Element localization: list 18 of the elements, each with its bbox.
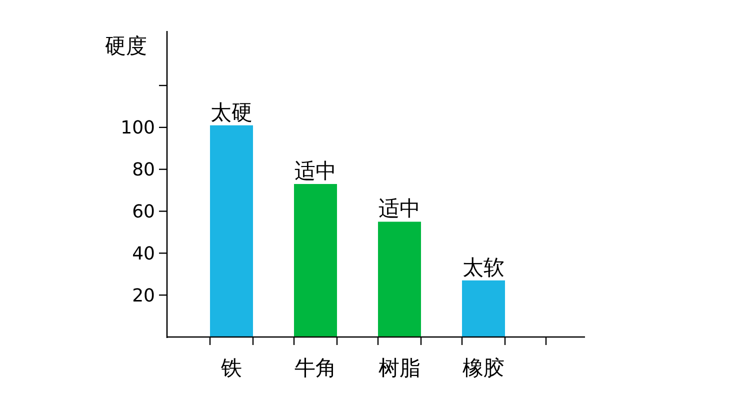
x-tick-label: 树脂 xyxy=(378,356,420,380)
y-tick-label: 100 xyxy=(120,118,155,139)
x-tick-label: 牛角 xyxy=(294,356,336,380)
bar xyxy=(210,125,253,337)
bar xyxy=(462,280,505,337)
y-tick-label: 40 xyxy=(132,243,155,264)
y-tick-label: 80 xyxy=(132,160,155,181)
bar xyxy=(378,222,421,337)
data-label: 太硬 xyxy=(210,100,252,124)
y-axis-title: 硬度 xyxy=(105,34,147,58)
bar xyxy=(294,184,337,337)
data-label: 太软 xyxy=(462,255,504,280)
y-tick-label: 20 xyxy=(132,285,155,306)
data-label: 适中 xyxy=(294,159,336,183)
y-tick-label: 60 xyxy=(132,202,155,223)
x-tick-label: 铁 xyxy=(220,356,242,380)
x-tick-label: 橡胶 xyxy=(462,356,504,380)
data-label: 适中 xyxy=(378,196,420,221)
